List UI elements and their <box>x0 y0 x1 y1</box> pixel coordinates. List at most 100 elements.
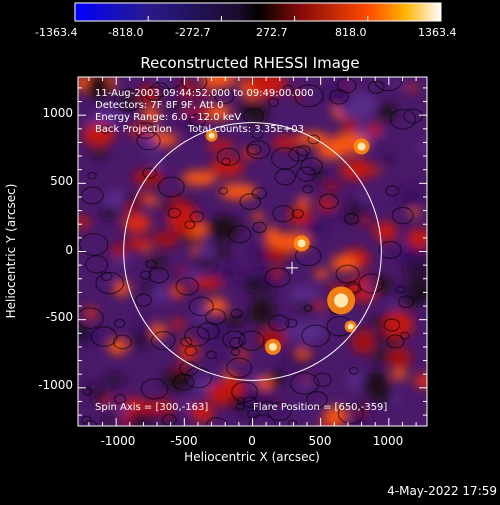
image-blob <box>372 166 382 174</box>
image-contour <box>84 255 109 274</box>
image-blob <box>405 85 419 92</box>
image-blob <box>186 269 203 279</box>
image-contour <box>251 129 264 140</box>
y-tick-label: 1000 <box>42 106 73 120</box>
image-contour <box>252 221 267 234</box>
image-contour <box>189 210 205 223</box>
image-contour <box>80 186 104 205</box>
image-contour <box>221 157 231 166</box>
image-blob <box>147 398 175 417</box>
y-tick-label: -1000 <box>38 378 73 392</box>
image-contour <box>246 140 271 160</box>
image-contour <box>268 314 290 332</box>
image-blob <box>177 284 188 292</box>
y-tick-label: 0 <box>65 243 73 257</box>
image-contour <box>113 394 127 405</box>
image-contour <box>135 293 152 307</box>
image-contour <box>90 326 118 348</box>
image-blob <box>248 297 275 326</box>
image-blob <box>282 364 293 373</box>
image-blob <box>250 244 269 266</box>
image-blob <box>167 197 186 205</box>
image-contour <box>112 334 132 350</box>
image-contour <box>282 84 295 95</box>
image-contour <box>175 277 200 296</box>
image-contour <box>205 350 217 360</box>
image-blob <box>391 369 407 380</box>
image-blob <box>362 369 390 399</box>
image-contour <box>184 220 196 230</box>
image-blob <box>128 410 154 426</box>
image-blob <box>107 338 128 355</box>
image-contour <box>214 88 235 105</box>
image-blob <box>176 267 188 274</box>
image-blob <box>128 124 148 138</box>
x-tick-label: -1000 <box>101 434 136 448</box>
image-blob <box>317 198 336 211</box>
image-blob <box>213 355 227 363</box>
image-contour <box>236 397 246 405</box>
image-blob <box>112 254 131 266</box>
colorbar-tick-label: 272.7 <box>256 26 288 39</box>
solar-limb-circle <box>123 122 382 381</box>
image-contour <box>148 267 170 284</box>
x-tick-label: 0 <box>248 434 256 448</box>
colorbar-tick-label: -1363.4 <box>35 26 77 39</box>
image-contour <box>391 206 414 225</box>
image-blob <box>406 228 427 249</box>
image-blob <box>222 315 247 327</box>
image-blob <box>303 220 330 237</box>
image-blob <box>196 245 218 260</box>
image-contour <box>155 77 183 90</box>
image-contour <box>251 186 268 200</box>
image-contour <box>189 113 207 128</box>
image-blob <box>318 211 341 220</box>
image-blob <box>189 403 215 419</box>
image-blob <box>201 77 237 89</box>
image-blob <box>206 215 241 242</box>
image-contour <box>140 270 152 280</box>
image-blob <box>417 140 427 154</box>
image-blob <box>383 154 395 163</box>
image-blob <box>330 255 359 272</box>
image-contour <box>222 330 246 349</box>
image-contour <box>267 402 292 421</box>
spin-axis-label: Spin Axis = [300,-163] <box>95 402 208 413</box>
image-contour <box>270 147 300 170</box>
image-blob <box>346 371 369 386</box>
image-contour <box>347 283 360 294</box>
image-contour <box>247 409 260 419</box>
image-blob <box>392 80 404 89</box>
image-blob <box>314 269 329 279</box>
image-contour <box>290 372 320 395</box>
image-blob <box>297 197 310 208</box>
image-contour <box>99 124 112 134</box>
image-contour <box>78 307 104 330</box>
x-tick-label: 1000 <box>373 434 404 448</box>
image-contour <box>306 391 328 409</box>
image-blob <box>84 306 97 320</box>
image-contour <box>285 318 298 328</box>
image-blob <box>101 413 116 426</box>
image-blob <box>78 216 90 229</box>
image-contour <box>398 295 415 309</box>
image-blob <box>82 122 115 147</box>
image-blob <box>289 286 319 303</box>
image-contour <box>378 240 402 260</box>
image-contour <box>243 108 264 125</box>
image-contour <box>161 413 177 426</box>
image-blob <box>146 196 158 206</box>
image-blob <box>287 206 313 226</box>
image-blob <box>367 124 382 136</box>
image-blob <box>244 277 265 293</box>
image-contours <box>78 77 423 426</box>
image-blob <box>356 410 369 416</box>
image-contour <box>231 381 259 403</box>
image-contour <box>149 82 170 98</box>
image-bright-peak <box>208 132 215 139</box>
image-blob <box>127 333 153 348</box>
image-blob <box>245 77 287 98</box>
image-blob <box>264 226 280 247</box>
colorbar-tick-label: -818.0 <box>108 26 143 39</box>
image-blob <box>143 281 154 294</box>
